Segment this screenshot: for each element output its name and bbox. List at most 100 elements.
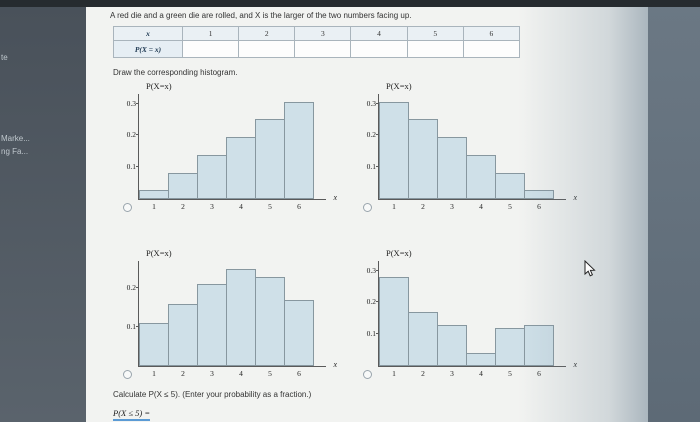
histogram-bar bbox=[197, 154, 227, 199]
x-tick-label: 4 bbox=[239, 202, 243, 211]
table-value-row: P(X = x) bbox=[113, 40, 521, 58]
histogram-bar bbox=[495, 327, 525, 366]
probability-cell[interactable] bbox=[406, 40, 464, 58]
x-tick-label: 1 bbox=[392, 202, 396, 211]
x-tick-label: 2 bbox=[421, 369, 425, 378]
y-tick-label: 0.2 bbox=[126, 130, 136, 140]
y-tick-mark bbox=[376, 269, 379, 271]
plot-area: x 0.1 0.2 1 2 3 4 5 6 bbox=[123, 261, 337, 379]
histogram-option-radio[interactable] bbox=[363, 203, 372, 212]
table-row-label: P(X = x) bbox=[113, 40, 183, 58]
question-text: A red die and a green die are rolled, an… bbox=[110, 11, 412, 20]
x-tick-label: 3 bbox=[450, 202, 454, 211]
x-axis-label: x bbox=[333, 360, 337, 369]
sidebar-item[interactable]: te bbox=[1, 53, 8, 62]
histogram-bar bbox=[284, 101, 314, 199]
histogram-bar bbox=[379, 101, 409, 199]
histogram-bar bbox=[408, 311, 438, 366]
sidebar: te Marke... ng Fa... bbox=[0, 7, 86, 422]
y-tick-label: 0.1 bbox=[366, 162, 376, 172]
probability-cell[interactable] bbox=[294, 40, 352, 58]
y-tick-label: 0.3 bbox=[366, 98, 376, 108]
x-tick-label: 4 bbox=[479, 369, 483, 378]
x-tick-label: 3 bbox=[210, 369, 214, 378]
histogram-bar bbox=[168, 303, 198, 366]
draw-histogram-prompt: Draw the corresponding histogram. bbox=[113, 68, 238, 77]
histogram-option-2: P(X=x) x 0.1 0.2 0.3 1 2 3 4 5 6 bbox=[363, 81, 578, 212]
calculate-prompt: Calculate P(X ≤ 5). (Enter your probabil… bbox=[113, 390, 312, 399]
y-axis-title: P(X=x) bbox=[146, 81, 172, 91]
y-axis-title: P(X=x) bbox=[386, 81, 412, 91]
y-tick-label: 0.2 bbox=[366, 130, 376, 140]
content-panel: A red die and a green die are rolled, an… bbox=[86, 7, 648, 422]
histogram-bar bbox=[255, 119, 285, 199]
histogram-option-1: P(X=x) x 0.1 0.2 0.3 1 2 3 4 5 6 bbox=[123, 81, 338, 212]
y-tick-label: 0.1 bbox=[366, 329, 376, 339]
probability-cell[interactable] bbox=[238, 40, 296, 58]
plot-area: x 0.1 0.2 0.3 1 2 3 4 5 6 bbox=[363, 94, 577, 212]
y-axis-title: P(X=x) bbox=[386, 248, 412, 258]
x-tick-label: 1 bbox=[152, 369, 156, 378]
histogram-bar bbox=[197, 284, 227, 366]
y-tick-mark bbox=[136, 287, 139, 289]
histogram-bar bbox=[437, 137, 467, 199]
histogram-bar bbox=[255, 276, 285, 366]
x-tick-label: 6 bbox=[537, 202, 541, 211]
probability-cell[interactable] bbox=[462, 40, 521, 58]
plot-area: x 0.1 0.2 0.3 1 2 3 4 5 6 bbox=[123, 94, 337, 212]
histogram-bar bbox=[466, 353, 496, 366]
table-x-label: x bbox=[113, 26, 183, 41]
table-header-cell: 3 bbox=[294, 26, 352, 41]
x-axis-label: x bbox=[333, 193, 337, 202]
x-tick-label: 2 bbox=[181, 369, 185, 378]
histogram-bar bbox=[408, 119, 438, 199]
histogram-bar bbox=[466, 154, 496, 199]
x-tick-label: 1 bbox=[152, 202, 156, 211]
y-tick-label: 0.3 bbox=[366, 265, 376, 275]
x-tick-label: 1 bbox=[392, 369, 396, 378]
x-axis-label: x bbox=[573, 193, 577, 202]
y-tick-mark bbox=[136, 326, 139, 328]
histogram-option-radio[interactable] bbox=[123, 370, 132, 379]
screen-top-strip bbox=[0, 0, 700, 7]
x-tick-label: 2 bbox=[421, 202, 425, 211]
sidebar-item[interactable]: ng Fa... bbox=[1, 147, 29, 156]
y-tick-mark bbox=[376, 102, 379, 104]
probability-table: x 1 2 3 4 5 6 P(X = x) bbox=[113, 26, 521, 58]
y-axis-title: P(X=x) bbox=[146, 248, 172, 258]
y-tick-label: 0.3 bbox=[126, 98, 136, 108]
y-tick-label: 0.2 bbox=[126, 283, 136, 293]
histogram-option-radio[interactable] bbox=[363, 370, 372, 379]
histogram-bar bbox=[139, 323, 169, 366]
x-tick-label: 4 bbox=[479, 202, 483, 211]
probability-cell[interactable] bbox=[181, 40, 240, 58]
mouse-cursor bbox=[584, 260, 596, 277]
histogram-option-4: P(X=x) x 0.1 0.2 0.3 1 2 3 4 5 6 bbox=[363, 248, 578, 379]
probability-cell[interactable] bbox=[350, 40, 408, 58]
table-header-cell: 5 bbox=[406, 26, 464, 41]
table-header-cell: 2 bbox=[238, 26, 296, 41]
x-tick-label: 5 bbox=[268, 202, 272, 211]
histogram-bar bbox=[495, 172, 525, 199]
x-tick-label: 6 bbox=[537, 369, 541, 378]
x-tick-label: 4 bbox=[239, 369, 243, 378]
y-tick-mark bbox=[376, 301, 379, 303]
x-tick-label: 2 bbox=[181, 202, 185, 211]
histogram-bar bbox=[226, 137, 256, 199]
answer-label[interactable]: P(X ≤ 5) = bbox=[113, 408, 151, 421]
histogram-option-radio[interactable] bbox=[123, 203, 132, 212]
histogram-option-3: P(X=x) x 0.1 0.2 1 2 3 4 5 6 bbox=[123, 248, 338, 379]
x-tick-label: 6 bbox=[297, 202, 301, 211]
y-tick-mark bbox=[376, 134, 379, 136]
histogram-bar bbox=[226, 268, 256, 366]
table-header-row: x 1 2 3 4 5 6 bbox=[113, 26, 521, 41]
table-header-cell: 4 bbox=[350, 26, 408, 41]
y-tick-mark bbox=[376, 166, 379, 168]
x-tick-label: 6 bbox=[297, 369, 301, 378]
sidebar-item[interactable]: Marke... bbox=[1, 134, 30, 143]
x-tick-label: 5 bbox=[268, 369, 272, 378]
histogram-bar bbox=[379, 276, 409, 366]
histogram-bar bbox=[437, 324, 467, 366]
x-axis-label: x bbox=[573, 360, 577, 369]
y-tick-label: 0.1 bbox=[126, 162, 136, 172]
